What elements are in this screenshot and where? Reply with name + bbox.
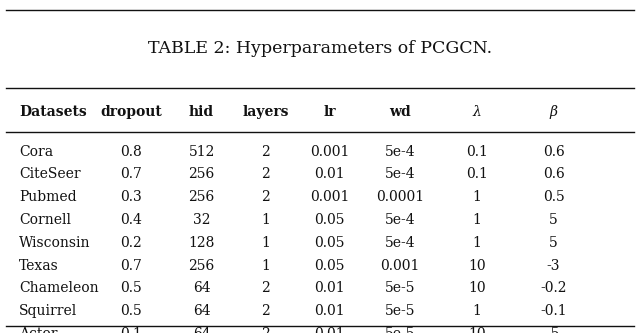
Text: 2: 2 — [261, 190, 270, 204]
Text: CiteSeer: CiteSeer — [19, 167, 81, 181]
Text: 10: 10 — [468, 327, 486, 333]
Text: 1: 1 — [472, 304, 481, 318]
Text: 5: 5 — [549, 213, 558, 227]
Text: 10: 10 — [468, 281, 486, 295]
Text: -5: -5 — [547, 327, 561, 333]
Text: 2: 2 — [261, 167, 270, 181]
Text: 64: 64 — [193, 327, 211, 333]
Text: Chameleon: Chameleon — [19, 281, 99, 295]
Text: 1: 1 — [472, 236, 481, 250]
Text: 0.1: 0.1 — [466, 145, 488, 159]
Text: 64: 64 — [193, 281, 211, 295]
Text: 0.05: 0.05 — [314, 258, 345, 273]
Text: 0.5: 0.5 — [543, 190, 564, 204]
Text: 1: 1 — [472, 213, 481, 227]
Text: 1: 1 — [261, 236, 270, 250]
Text: 0.1: 0.1 — [466, 167, 488, 181]
Text: 0.7: 0.7 — [120, 258, 142, 273]
Text: wd: wd — [389, 105, 411, 119]
Text: Wisconsin: Wisconsin — [19, 236, 91, 250]
Text: 0.001: 0.001 — [380, 258, 420, 273]
Text: dropout: dropout — [100, 105, 162, 119]
Text: Cornell: Cornell — [19, 213, 71, 227]
Text: 0.0001: 0.0001 — [376, 190, 424, 204]
Text: 2: 2 — [261, 281, 270, 295]
Text: 1: 1 — [261, 213, 270, 227]
Text: 5e-5: 5e-5 — [385, 327, 415, 333]
Text: 0.3: 0.3 — [120, 190, 142, 204]
Text: Texas: Texas — [19, 258, 59, 273]
Text: 1: 1 — [261, 258, 270, 273]
Text: 2: 2 — [261, 145, 270, 159]
Text: 0.4: 0.4 — [120, 213, 142, 227]
Text: 256: 256 — [188, 258, 215, 273]
Text: 0.01: 0.01 — [314, 281, 345, 295]
Text: 0.5: 0.5 — [120, 304, 142, 318]
Text: Cora: Cora — [19, 145, 53, 159]
Text: 5e-5: 5e-5 — [385, 304, 415, 318]
Text: 0.01: 0.01 — [314, 327, 345, 333]
Text: Actor: Actor — [19, 327, 58, 333]
Text: 0.2: 0.2 — [120, 236, 142, 250]
Text: 5e-4: 5e-4 — [385, 145, 415, 159]
Text: 0.1: 0.1 — [120, 327, 142, 333]
Text: 0.01: 0.01 — [314, 304, 345, 318]
Text: 0.8: 0.8 — [120, 145, 142, 159]
Text: -0.2: -0.2 — [540, 281, 567, 295]
Text: hid: hid — [189, 105, 214, 119]
Text: 0.001: 0.001 — [310, 145, 349, 159]
Text: Datasets: Datasets — [19, 105, 87, 119]
Text: 0.6: 0.6 — [543, 145, 564, 159]
Text: 0.01: 0.01 — [314, 167, 345, 181]
Text: 0.6: 0.6 — [543, 167, 564, 181]
Text: 5: 5 — [549, 236, 558, 250]
Text: 5e-5: 5e-5 — [385, 281, 415, 295]
Text: 0.5: 0.5 — [120, 281, 142, 295]
Text: layers: layers — [243, 105, 289, 119]
Text: 5e-4: 5e-4 — [385, 167, 415, 181]
Text: 0.7: 0.7 — [120, 167, 142, 181]
Text: 0.05: 0.05 — [314, 236, 345, 250]
Text: λ: λ — [472, 105, 481, 119]
Text: 1: 1 — [472, 190, 481, 204]
Text: 64: 64 — [193, 304, 211, 318]
Text: Pubmed: Pubmed — [19, 190, 77, 204]
Text: 128: 128 — [188, 236, 215, 250]
Text: 5e-4: 5e-4 — [385, 213, 415, 227]
Text: 5e-4: 5e-4 — [385, 236, 415, 250]
Text: 512: 512 — [188, 145, 215, 159]
Text: lr: lr — [323, 105, 336, 119]
Text: 2: 2 — [261, 304, 270, 318]
Text: -0.1: -0.1 — [540, 304, 567, 318]
Text: TABLE 2: Hyperparameters of PCGCN.: TABLE 2: Hyperparameters of PCGCN. — [148, 40, 492, 57]
Text: 32: 32 — [193, 213, 211, 227]
Text: Squirrel: Squirrel — [19, 304, 77, 318]
Text: 256: 256 — [188, 167, 215, 181]
Text: 0.05: 0.05 — [314, 213, 345, 227]
Text: 256: 256 — [188, 190, 215, 204]
Text: 2: 2 — [261, 327, 270, 333]
Text: 0.001: 0.001 — [310, 190, 349, 204]
Text: β: β — [550, 105, 557, 119]
Text: 10: 10 — [468, 258, 486, 273]
Text: -3: -3 — [547, 258, 561, 273]
